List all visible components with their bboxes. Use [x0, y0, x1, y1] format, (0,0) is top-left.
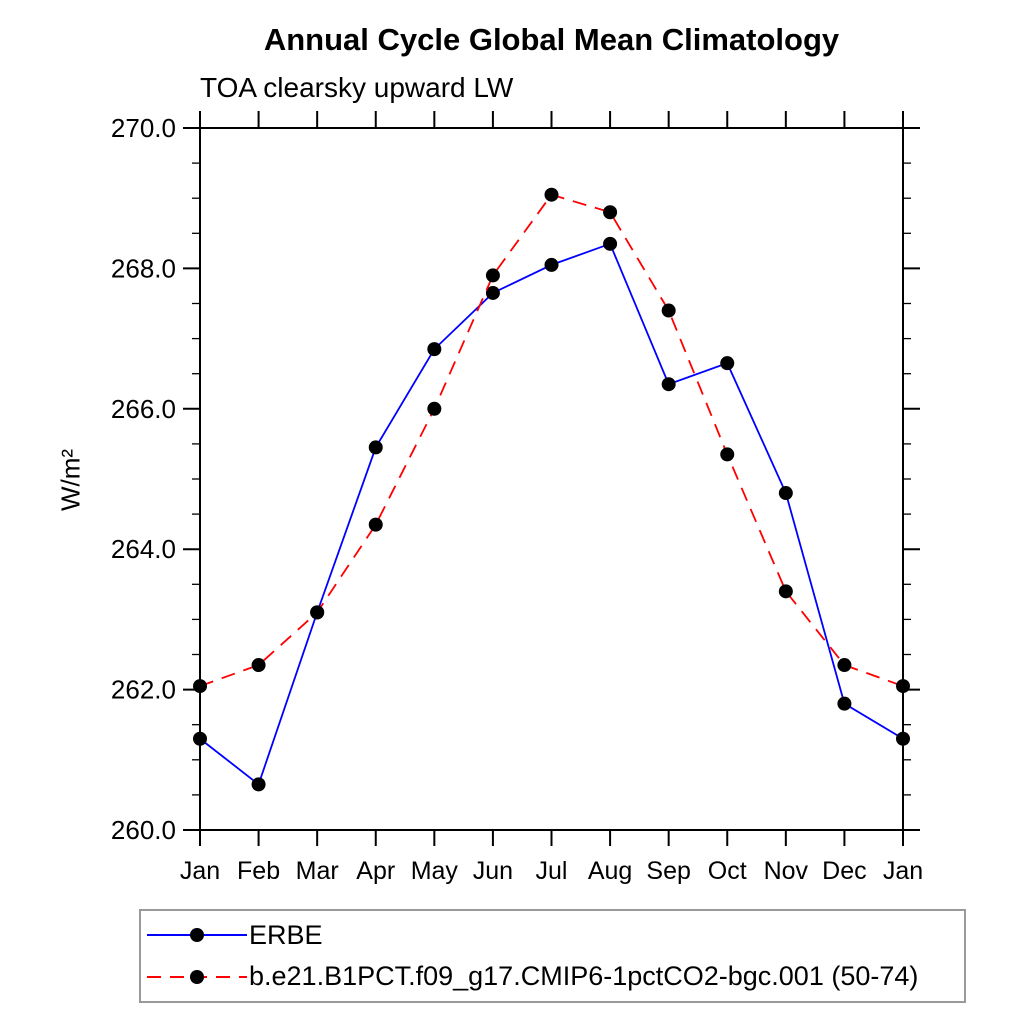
data-point	[661, 377, 676, 392]
data-point	[778, 486, 793, 501]
x-tick-label: Jan	[180, 857, 220, 885]
data-point	[193, 731, 207, 746]
x-tick-label: Oct	[708, 857, 747, 885]
data-point	[544, 257, 559, 272]
x-tick-label: Mar	[296, 857, 339, 885]
y-tick-label: 262.0	[111, 675, 176, 705]
axis-tick-labels: 260.0 262.0 264.0 266.0 268.0 270.0 Jan Feb Mar A…	[111, 113, 923, 885]
data-point	[310, 605, 325, 620]
data-point	[427, 401, 442, 416]
data-point	[720, 356, 735, 371]
data-point	[251, 658, 266, 673]
data-point	[896, 731, 910, 746]
chart-subtitle: TOA clearsky upward LW	[200, 72, 514, 103]
data-point	[193, 679, 207, 694]
y-tick-label: 260.0	[111, 815, 176, 845]
x-tick-label: Feb	[237, 857, 280, 885]
legend-label-erbe: ERBE	[249, 919, 323, 950]
series-line	[199, 242, 904, 786]
x-tick-label: May	[411, 857, 459, 885]
data-point	[720, 447, 735, 462]
legend-label-model: b.e21.B1PCT.f09_g17.CMIP6-1pctCO2-bgc.00…	[249, 961, 919, 992]
axes	[183, 111, 920, 846]
y-tick-label: 268.0	[111, 253, 176, 283]
data-point	[603, 205, 618, 220]
data-point	[837, 696, 852, 711]
x-tick-label: Jun	[473, 857, 513, 885]
x-tick-label: Apr	[356, 857, 395, 885]
series-model	[193, 187, 910, 694]
data-point	[368, 517, 383, 532]
x-tick-label: Jul	[536, 857, 568, 885]
x-tick-label: Jan	[883, 857, 923, 885]
data-point	[427, 342, 442, 357]
y-tick-label: 270.0	[111, 113, 176, 143]
legend-box: ERBE b.e21.B1PCT.f09_g17.CMIP6-1pctCO2-b…	[139, 909, 966, 1003]
data-point	[896, 679, 910, 694]
data-point	[603, 236, 618, 251]
legend-entry-erbe: ERBE	[141, 918, 964, 952]
model-line-sample-icon	[147, 969, 247, 984]
data-point	[368, 440, 383, 455]
data-point	[837, 658, 852, 673]
x-tick-label: Nov	[764, 857, 809, 885]
chart-title: Annual Cycle Global Mean Climatology	[263, 22, 840, 57]
data-point	[661, 303, 676, 318]
series-erbe	[193, 236, 910, 792]
y-tick-label: 266.0	[111, 394, 176, 424]
erbe-line-sample-icon	[147, 928, 247, 943]
data-point	[251, 777, 266, 792]
y-tick-label: 264.0	[111, 534, 176, 564]
x-tick-label: Aug	[588, 857, 632, 885]
data-point	[485, 268, 500, 283]
x-tick-label: Sep	[646, 857, 690, 885]
data-point	[485, 285, 500, 300]
data-point	[544, 187, 559, 202]
data-point	[778, 584, 793, 599]
x-tick-label: Dec	[822, 857, 866, 885]
legend-entry-model: b.e21.B1PCT.f09_g17.CMIP6-1pctCO2-bgc.00…	[141, 960, 964, 994]
